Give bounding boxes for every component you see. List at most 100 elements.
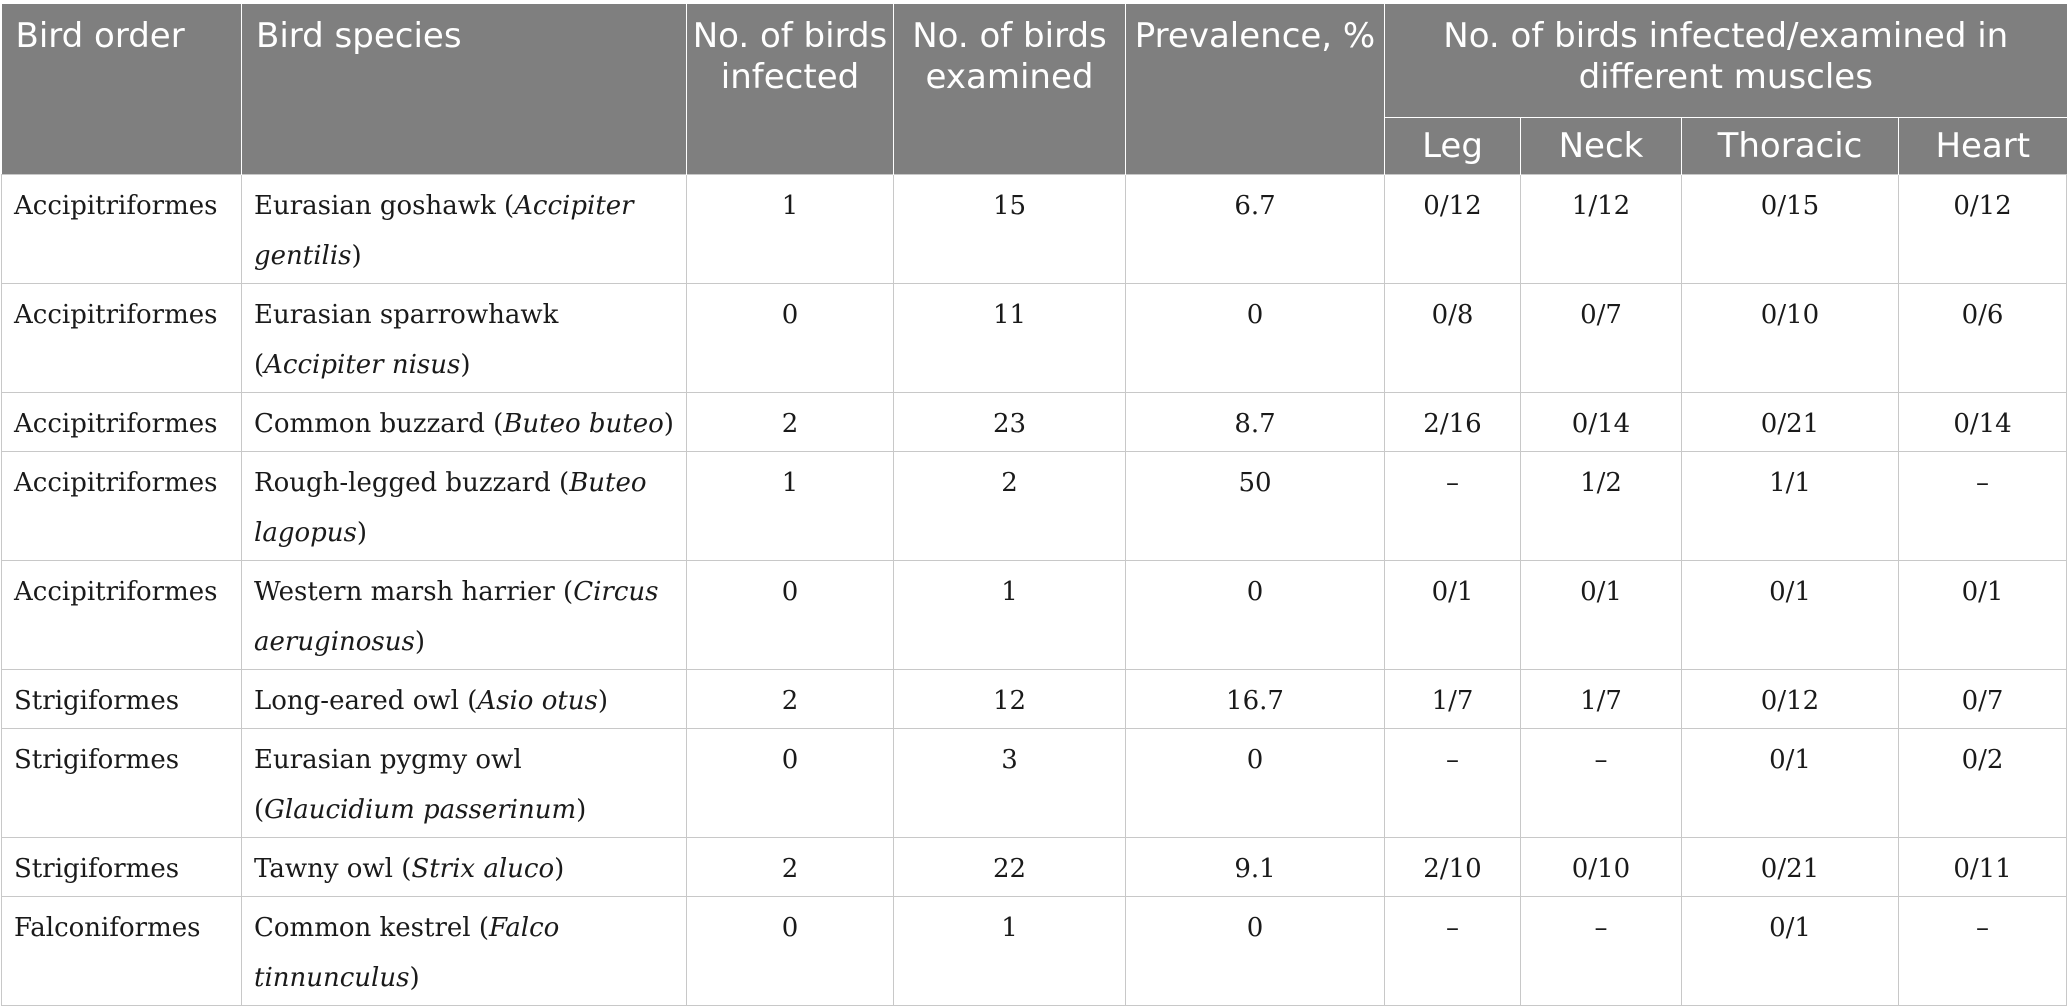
cell-heart: 0/14 bbox=[1897, 392, 2067, 452]
cell-order: Accipitriformes bbox=[1, 392, 242, 452]
header-heart: Heart bbox=[1898, 117, 2067, 175]
cell-thoracic: 0/1 bbox=[1681, 896, 1899, 1006]
species-common: Eurasian pygmy owl ( bbox=[254, 745, 522, 825]
cell-leg: 1/7 bbox=[1384, 669, 1521, 729]
cell-neck: – bbox=[1520, 896, 1682, 1006]
table-row: Strigiformes Tawny owl (Strix aluco) 2 2… bbox=[1, 837, 2067, 897]
cell-neck: 0/7 bbox=[1520, 283, 1682, 393]
cell-infected: 0 bbox=[686, 560, 894, 670]
cell-infected: 0 bbox=[686, 896, 894, 1006]
cell-neck: 0/10 bbox=[1520, 837, 1682, 897]
cell-infected: 2 bbox=[686, 392, 894, 452]
header-neck: Neck bbox=[1520, 117, 1682, 175]
table-row: Strigiformes Eurasian pygmy owl (Glaucid… bbox=[1, 728, 2067, 838]
species-scientific: Strix aluco bbox=[411, 854, 555, 884]
cell-neck: 1/7 bbox=[1520, 669, 1682, 729]
cell-order: Accipitriformes bbox=[1, 283, 242, 393]
header-prevalence: Prevalence, % bbox=[1125, 4, 1385, 175]
cell-prevalence: 9.1 bbox=[1125, 837, 1385, 897]
species-close: ) bbox=[663, 409, 674, 439]
table-row: Accipitriformes Western marsh harrier (C… bbox=[1, 560, 2067, 670]
cell-thoracic: 0/15 bbox=[1681, 174, 1899, 284]
header-no-infected: No. of birds infected bbox=[686, 4, 894, 175]
species-common: Common kestrel ( bbox=[254, 913, 489, 943]
species-common: Eurasian goshawk ( bbox=[254, 191, 515, 221]
cell-examined: 15 bbox=[893, 174, 1126, 284]
cell-heart: 0/11 bbox=[1897, 837, 2067, 897]
data-table: Bird order Bird species No. of birds inf… bbox=[1, 4, 2067, 1006]
cell-examined: 11 bbox=[893, 283, 1126, 393]
header-leg: Leg bbox=[1384, 117, 1521, 175]
cell-examined: 2 bbox=[893, 451, 1126, 561]
cell-neck: 0/14 bbox=[1520, 392, 1682, 452]
cell-examined: 22 bbox=[893, 837, 1126, 897]
cell-order: Accipitriformes bbox=[1, 174, 242, 284]
cell-species: Common buzzard (Buteo buteo) bbox=[241, 392, 687, 452]
table-header: Bird order Bird species No. of birds inf… bbox=[1, 4, 2067, 175]
species-close: ) bbox=[409, 963, 420, 993]
cell-heart: 0/1 bbox=[1897, 560, 2067, 670]
cell-thoracic: 0/1 bbox=[1681, 560, 1899, 670]
cell-species: Common kestrel (Falco tinnunculus) bbox=[241, 896, 687, 1006]
cell-prevalence: 0 bbox=[1125, 560, 1385, 670]
header-muscles-group: No. of birds infected/examined in differ… bbox=[1384, 4, 2067, 118]
species-common: Western marsh harrier ( bbox=[254, 577, 574, 607]
cell-thoracic: 0/21 bbox=[1681, 837, 1899, 897]
cell-examined: 3 bbox=[893, 728, 1126, 838]
cell-leg: 2/16 bbox=[1384, 392, 1521, 452]
cell-infected: 1 bbox=[686, 451, 894, 561]
cell-species: Rough-legged buzzard (Buteo lagopus) bbox=[241, 451, 687, 561]
cell-leg: 0/12 bbox=[1384, 174, 1521, 284]
species-close: ) bbox=[351, 241, 362, 271]
table-row: Accipitriformes Eurasian sparrowhawk (Ac… bbox=[1, 283, 2067, 393]
header-thoracic: Thoracic bbox=[1681, 117, 1899, 175]
species-close: ) bbox=[414, 627, 426, 657]
cell-infected: 2 bbox=[686, 669, 894, 729]
cell-species: Tawny owl (Strix aluco) bbox=[241, 837, 687, 897]
cell-thoracic: 0/21 bbox=[1681, 392, 1899, 452]
header-bird-order: Bird order bbox=[1, 4, 242, 175]
cell-thoracic: 0/12 bbox=[1681, 669, 1899, 729]
cell-examined: 1 bbox=[893, 560, 1126, 670]
cell-order: Accipitriformes bbox=[1, 451, 242, 561]
table-body: Accipitriformes Eurasian goshawk (Accipi… bbox=[1, 174, 2067, 1006]
cell-infected: 1 bbox=[686, 174, 894, 284]
cell-infected: 0 bbox=[686, 283, 894, 393]
cell-thoracic: 1/1 bbox=[1681, 451, 1899, 561]
cell-neck: 0/1 bbox=[1520, 560, 1682, 670]
cell-prevalence: 0 bbox=[1125, 728, 1385, 838]
species-common: Rough-legged buzzard ( bbox=[254, 468, 570, 498]
cell-heart: 0/12 bbox=[1897, 174, 2067, 284]
species-scientific: Buteo lagopus bbox=[254, 468, 647, 548]
species-common: Tawny owl ( bbox=[254, 854, 412, 884]
cell-heart: 0/7 bbox=[1897, 669, 2067, 729]
cell-prevalence: 0 bbox=[1125, 896, 1385, 1006]
species-scientific: Glaucidium passerinum bbox=[264, 795, 577, 825]
cell-prevalence: 0 bbox=[1125, 283, 1385, 393]
cell-species: Western marsh harrier (Circus aeruginosu… bbox=[241, 560, 687, 670]
species-scientific: Circus aeruginosus bbox=[254, 577, 659, 657]
species-scientific: Accipiter gentilis bbox=[254, 191, 634, 271]
species-common: Eurasian sparrowhawk ( bbox=[254, 300, 559, 380]
cell-leg: 0/1 bbox=[1384, 560, 1521, 670]
cell-leg: – bbox=[1384, 728, 1521, 838]
cell-heart: 0/6 bbox=[1897, 283, 2067, 393]
cell-order: Strigiformes bbox=[1, 837, 242, 897]
cell-leg: 2/10 bbox=[1384, 837, 1521, 897]
cell-order: Strigiformes bbox=[1, 669, 242, 729]
cell-examined: 1 bbox=[893, 896, 1126, 1006]
cell-prevalence: 16.7 bbox=[1125, 669, 1385, 729]
species-scientific: Buteo buteo bbox=[503, 409, 664, 439]
cell-heart: – bbox=[1897, 451, 2067, 561]
cell-thoracic: 0/1 bbox=[1681, 728, 1899, 838]
table-row: Accipitriformes Common buzzard (Buteo bu… bbox=[1, 392, 2067, 452]
cell-prevalence: 50 bbox=[1125, 451, 1385, 561]
table-row: Accipitriformes Rough-legged buzzard (Bu… bbox=[1, 451, 2067, 561]
species-close: ) bbox=[460, 350, 471, 380]
cell-order: Accipitriformes bbox=[1, 560, 242, 670]
cell-neck: 1/2 bbox=[1520, 451, 1682, 561]
table-row: Falconiformes Common kestrel (Falco tinn… bbox=[1, 896, 2067, 1006]
cell-order: Falconiformes bbox=[1, 896, 242, 1006]
cell-heart: – bbox=[1897, 896, 2067, 1006]
cell-species: Eurasian goshawk (Accipiter gentilis) bbox=[241, 174, 687, 284]
